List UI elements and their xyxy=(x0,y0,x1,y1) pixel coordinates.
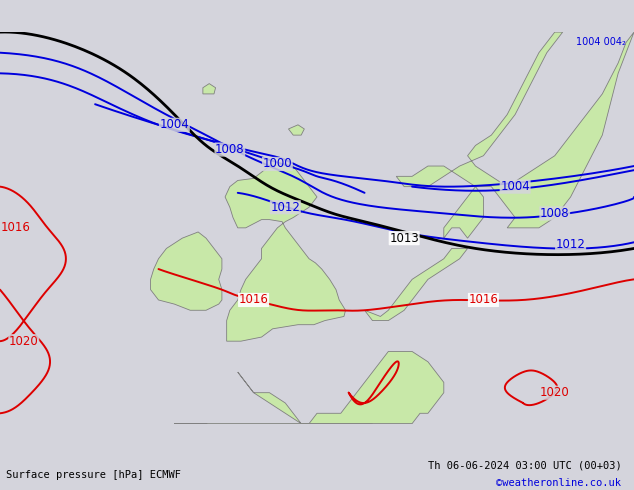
Polygon shape xyxy=(288,125,304,135)
Text: 1020: 1020 xyxy=(540,386,569,399)
Text: 1008: 1008 xyxy=(540,207,569,220)
Polygon shape xyxy=(365,248,468,320)
Polygon shape xyxy=(150,232,222,310)
Text: 1012: 1012 xyxy=(270,201,301,214)
Polygon shape xyxy=(174,423,373,434)
Polygon shape xyxy=(203,84,216,94)
Text: 1004: 1004 xyxy=(500,180,530,193)
Polygon shape xyxy=(396,32,634,228)
Text: Surface pressure [hPa] ECMWF: Surface pressure [hPa] ECMWF xyxy=(6,470,181,480)
Text: 1004 004₂: 1004 004₂ xyxy=(576,37,626,48)
Text: 1012: 1012 xyxy=(555,238,586,251)
Text: 1016: 1016 xyxy=(1,221,31,234)
Text: 1016: 1016 xyxy=(469,294,498,306)
Text: 1020: 1020 xyxy=(9,335,39,348)
Text: 1013: 1013 xyxy=(389,232,419,245)
Polygon shape xyxy=(238,351,444,423)
Polygon shape xyxy=(225,164,346,341)
Text: ©weatheronline.co.uk: ©weatheronline.co.uk xyxy=(496,478,621,488)
Text: 1004: 1004 xyxy=(160,118,189,131)
Polygon shape xyxy=(444,187,483,238)
Text: 1016: 1016 xyxy=(238,294,269,306)
Text: Th 06-06-2024 03:00 UTC (00+03): Th 06-06-2024 03:00 UTC (00+03) xyxy=(427,461,621,470)
Text: 1000: 1000 xyxy=(262,157,292,171)
Text: 1008: 1008 xyxy=(215,143,245,156)
